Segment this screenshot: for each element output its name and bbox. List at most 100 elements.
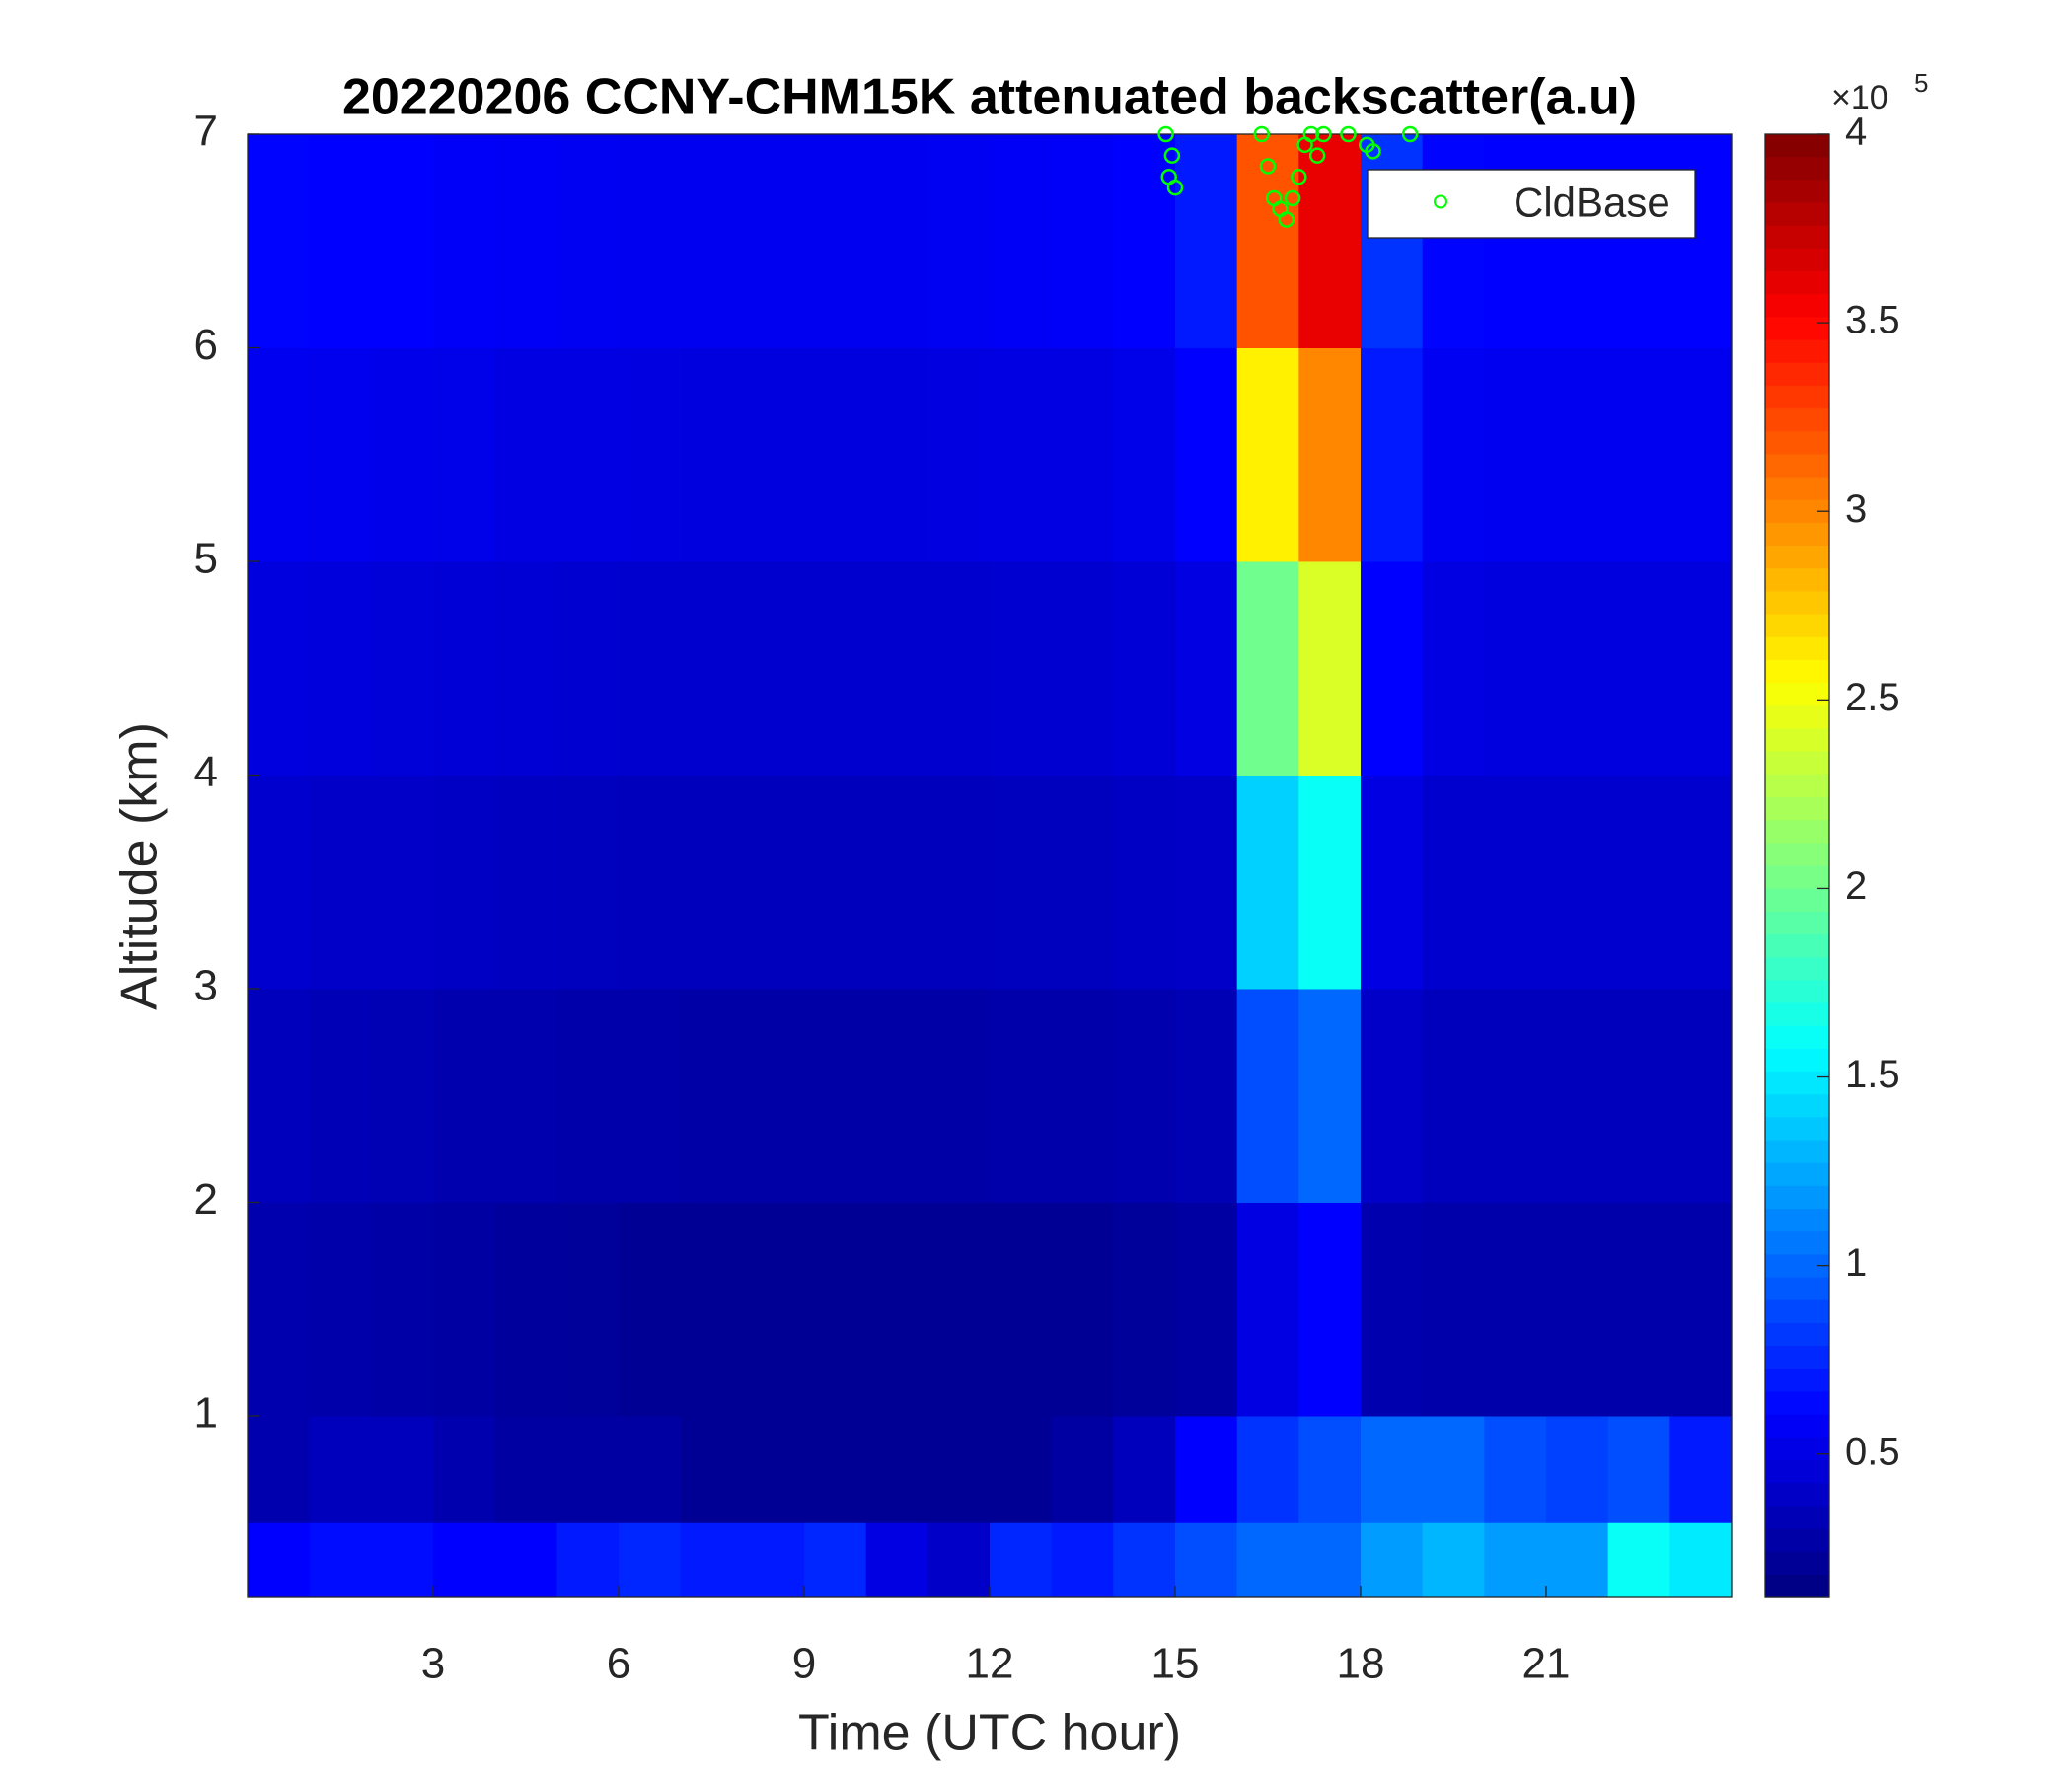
heatmap-cell [1546, 1522, 1609, 1598]
heatmap-cell [1361, 1202, 1424, 1417]
heatmap-cell [1051, 775, 1114, 990]
colorbar-swatch [1765, 1369, 1829, 1393]
colorbar-swatch [1765, 1117, 1829, 1142]
heatmap-cell [1113, 775, 1176, 990]
y-tick-label: 2 [194, 1175, 218, 1223]
heatmap-cell [1607, 560, 1670, 776]
colorbar-exponent: 5 [1914, 68, 1928, 98]
x-tick-label: 21 [1522, 1640, 1571, 1688]
heatmap-cell [1298, 1202, 1362, 1417]
heatmap-cell [742, 347, 805, 562]
heatmap-cell [804, 988, 867, 1203]
heatmap-cell [556, 1522, 620, 1598]
heatmap-cell [309, 560, 372, 776]
colorbar-swatch [1765, 820, 1829, 844]
colorbar-swatch [1765, 1277, 1829, 1301]
heatmap-cell [309, 1415, 372, 1523]
heatmap-cell [433, 1415, 496, 1523]
heatmap-cell [371, 134, 434, 348]
legend-label: CldBase [1514, 180, 1670, 226]
colorbar-tick-label: 3.5 [1845, 299, 1900, 342]
heatmap-cell [248, 988, 311, 1203]
heatmap-cell [248, 560, 311, 776]
colorbar-swatch [1765, 477, 1829, 501]
heatmap-cell [619, 1415, 682, 1523]
colorbar-swatch [1765, 1299, 1829, 1324]
heatmap-cell [1175, 1202, 1238, 1417]
heatmap-cell [990, 1415, 1053, 1523]
heatmap-cell [1546, 347, 1609, 562]
heatmap-cell [865, 1415, 928, 1523]
colorbar-swatch [1765, 1048, 1829, 1073]
cloud-base-marker [1291, 169, 1307, 185]
heatmap-cell [1236, 347, 1299, 562]
heatmap-cell [1669, 1522, 1733, 1598]
colorbar-swatch [1765, 157, 1829, 181]
y-tick-label: 1 [194, 1389, 218, 1438]
heatmap-cell [1546, 988, 1609, 1203]
cloud-base-marker [1259, 158, 1277, 175]
heatmap-cell [1546, 134, 1609, 348]
heatmap-cell [1175, 988, 1238, 1203]
heatmap-cell [990, 1202, 1053, 1417]
heatmap-cell [680, 1522, 743, 1598]
heatmap-cell [680, 1415, 743, 1523]
heatmap-cell [927, 347, 991, 562]
heatmap-cell [1361, 134, 1424, 348]
heatmap-cell [1422, 775, 1485, 990]
heatmap-cell [804, 134, 867, 348]
heatmap-cell [309, 1522, 372, 1598]
colorbar-swatch [1765, 1483, 1829, 1507]
heatmap-cell [309, 775, 372, 990]
colorbar-swatch [1765, 294, 1829, 318]
heatmap-cell [1669, 988, 1733, 1203]
heatmap-cell [1484, 988, 1547, 1203]
heatmap-cell [371, 775, 434, 990]
cloud-base-marker [1401, 125, 1419, 143]
heatmap-cell [1669, 134, 1733, 348]
heatmap-cell [927, 775, 991, 990]
colorbar-swatch [1765, 431, 1829, 456]
colorbar-swatch [1765, 934, 1829, 958]
colorbar-swatch [1765, 1574, 1829, 1598]
heatmap-cell [990, 988, 1053, 1203]
colorbar-swatch [1765, 705, 1829, 730]
cloud-base-marker [1315, 125, 1332, 143]
heatmap-cell [556, 560, 620, 776]
heatmap-cell [1361, 347, 1424, 562]
heatmap-cell [1175, 347, 1238, 562]
heatmap-cell [927, 988, 991, 1203]
heatmap-cell [1422, 134, 1485, 348]
heatmap-cell [371, 347, 434, 562]
cloud-base-marker [1340, 125, 1357, 143]
y-tick-label: 5 [194, 535, 218, 583]
legend-box [1367, 169, 1696, 239]
heatmap-cell [494, 560, 557, 776]
heatmap-cell [990, 1522, 1053, 1598]
cloud-base-marker [1365, 143, 1381, 160]
heatmap-cell [1484, 775, 1547, 990]
heatmap-cell [1422, 560, 1485, 776]
colorbar-exponent-base: ×10 [1831, 79, 1888, 116]
heatmap-cell [556, 988, 620, 1203]
cloud-base-marker [1166, 179, 1184, 196]
heatmap-cell [1113, 1522, 1176, 1598]
heatmap-cell [248, 1202, 311, 1417]
heatmap-cell [1607, 1202, 1670, 1417]
heatmap-cell [1175, 560, 1238, 776]
colorbar-swatch [1765, 1002, 1829, 1027]
colorbar-swatch [1765, 1391, 1829, 1416]
colorbar-tick-label: 4 [1845, 111, 1867, 154]
y-axis-label: Altitude (km) [111, 722, 169, 1010]
heatmap-cell [309, 1202, 372, 1417]
colorbar-swatch [1765, 180, 1829, 204]
heatmap-cell [1175, 1415, 1238, 1523]
heatmap-cell [1361, 1522, 1424, 1598]
heatmap-cell [248, 775, 311, 990]
heatmap-cell [1051, 1522, 1114, 1598]
colorbar-swatch [1765, 1414, 1829, 1439]
colorbar-swatch [1765, 339, 1829, 364]
heatmap-cell [742, 988, 805, 1203]
heatmap-cell [1051, 347, 1114, 562]
